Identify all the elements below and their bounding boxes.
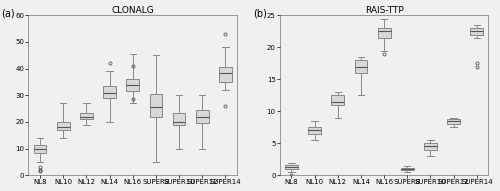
PathPatch shape	[285, 165, 298, 169]
PathPatch shape	[219, 67, 232, 82]
PathPatch shape	[103, 86, 116, 98]
Title: RAIS-TTP: RAIS-TTP	[365, 6, 404, 15]
Title: CLONALG: CLONALG	[112, 6, 154, 15]
Text: (a): (a)	[2, 9, 15, 19]
PathPatch shape	[172, 113, 186, 125]
PathPatch shape	[308, 127, 321, 134]
PathPatch shape	[80, 113, 93, 119]
PathPatch shape	[150, 94, 162, 117]
PathPatch shape	[424, 143, 437, 150]
PathPatch shape	[401, 168, 413, 170]
PathPatch shape	[448, 119, 460, 124]
PathPatch shape	[470, 28, 483, 35]
PathPatch shape	[196, 110, 208, 123]
PathPatch shape	[34, 145, 46, 153]
PathPatch shape	[354, 60, 368, 73]
Text: (b): (b)	[252, 9, 266, 19]
PathPatch shape	[57, 122, 70, 130]
PathPatch shape	[378, 28, 390, 38]
PathPatch shape	[126, 79, 139, 91]
PathPatch shape	[332, 95, 344, 105]
